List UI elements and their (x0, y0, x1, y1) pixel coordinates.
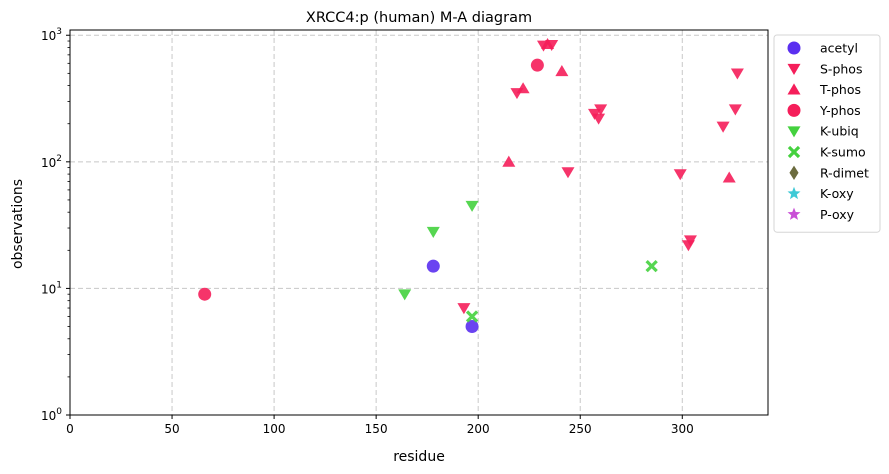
x-tick-label: 150 (365, 422, 388, 436)
plot-frame (69, 29, 769, 416)
data-point (594, 104, 608, 116)
legend-marker (787, 41, 801, 55)
data-point (457, 303, 471, 315)
x-tick-label: 0 (66, 422, 74, 436)
legend-label: K-oxy (820, 186, 854, 201)
y-tick-label: 101 (41, 280, 62, 296)
legend-box (773, 34, 881, 233)
data-point (722, 171, 736, 183)
data-point (516, 82, 530, 94)
data-point (198, 287, 212, 301)
x-axis-label: residue (393, 449, 445, 465)
grid (70, 30, 768, 415)
data-point (673, 169, 687, 181)
data-point (465, 200, 479, 212)
data-point (541, 37, 555, 50)
chart-title: XRCC4:p (human) M-A diagram (306, 10, 532, 26)
legend-marker (787, 103, 801, 117)
legend-marker (787, 207, 801, 220)
data-point (465, 310, 479, 323)
legend-label: Y-phos (819, 103, 861, 118)
legend-marker (787, 83, 801, 95)
data-point (592, 113, 606, 125)
legend-marker (787, 186, 801, 200)
data-point (683, 235, 697, 247)
x-tick-label: 50 (164, 422, 179, 436)
legend: acetyl S-phos T-phos Y-phos K-ubiq K-sumo R-di… (773, 34, 881, 233)
legend-marker (787, 126, 801, 138)
legend-marker (787, 63, 801, 75)
x-tick-label: 300 (671, 422, 694, 436)
data-point (645, 259, 658, 273)
data-point (530, 58, 544, 72)
data-point (426, 259, 440, 273)
data-point (426, 226, 440, 238)
data-point (502, 155, 516, 167)
data-point (728, 104, 742, 116)
y-tick-label: 102 (41, 154, 62, 170)
legend-label: S-phos (820, 61, 862, 76)
data-point (561, 167, 575, 179)
legend-marker (787, 145, 801, 159)
x-tick-label: 100 (263, 422, 286, 436)
x-tick-label: 250 (569, 422, 592, 436)
axes: 0 50 100 150 200 250 300 100 101 102 103 (41, 27, 769, 436)
data-point (398, 289, 412, 301)
y-axis-label: observations (10, 179, 26, 269)
legend-label: K-sumo (820, 145, 866, 160)
data-point (555, 65, 569, 77)
data-points (198, 37, 744, 334)
legend-label: acetyl (820, 41, 858, 56)
y-tick-label: 103 (41, 27, 62, 43)
x-tick-label: 200 (467, 422, 490, 436)
data-point (716, 121, 730, 133)
legend-label: P-oxy (820, 207, 855, 222)
legend-label: T-phos (819, 82, 861, 97)
legend-marker (789, 165, 799, 180)
y-tick-label: 100 (41, 407, 62, 423)
legend-label: K-ubiq (820, 124, 859, 139)
data-point (465, 320, 479, 334)
data-point (730, 68, 744, 80)
legend-label: R-dimet (820, 165, 869, 180)
